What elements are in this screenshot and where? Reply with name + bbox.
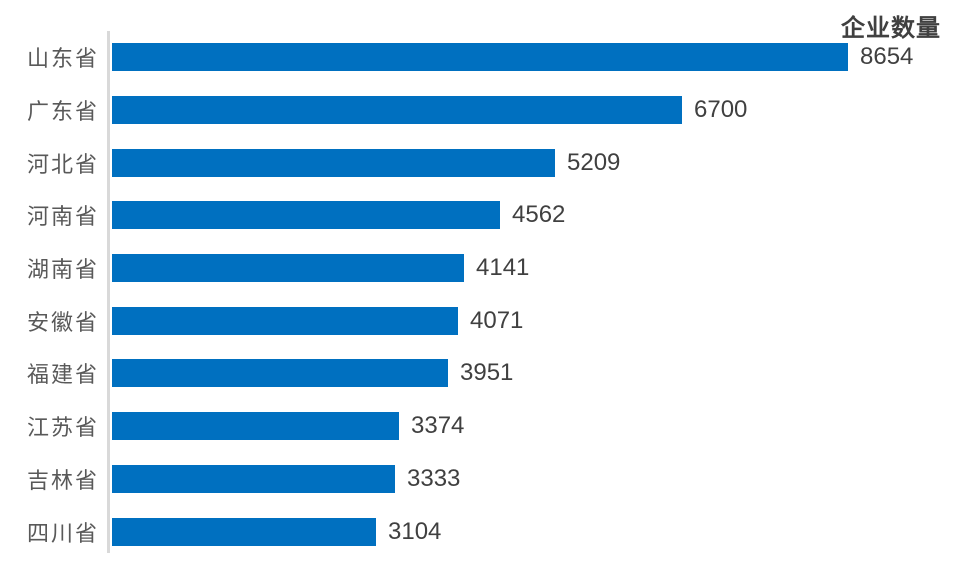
chart-row: 福建省 3951 — [0, 347, 959, 400]
category-label: 河北省 — [26, 151, 99, 177]
bar — [112, 306, 458, 335]
chart-row: 河南省 4562 — [0, 189, 959, 242]
plot-area: 山东省 8654 广东省 6700 河北省 5209 河南省 4562 湖南省 4141 安徽省 40… — [0, 31, 959, 558]
bar — [112, 464, 395, 493]
category-label: 广东省 — [26, 99, 99, 125]
chart-row: 四川省 3104 — [0, 505, 959, 558]
value-label: 4141 — [476, 254, 530, 282]
category-label: 四川省 — [26, 520, 99, 546]
category-label: 河南省 — [26, 204, 99, 230]
y-axis-line — [107, 31, 110, 553]
chart-row: 江苏省 3374 — [0, 400, 959, 453]
value-label: 3951 — [460, 359, 514, 387]
chart-row: 安徽省 4071 — [0, 294, 959, 347]
bar — [112, 201, 500, 230]
chart-row: 吉林省 3333 — [0, 453, 959, 506]
bar — [112, 517, 376, 546]
category-label: 江苏省 — [26, 415, 99, 441]
value-label: 8654 — [860, 43, 914, 71]
value-label: 5209 — [567, 148, 621, 176]
category-label: 山东省 — [26, 46, 99, 72]
chart-row: 山东省 8654 — [0, 31, 959, 84]
chart-row: 湖南省 4141 — [0, 242, 959, 295]
value-label: 6700 — [694, 96, 748, 124]
bar — [112, 359, 448, 388]
chart-row: 广东省 6700 — [0, 84, 959, 137]
category-label: 福建省 — [26, 362, 99, 388]
category-label: 安徽省 — [26, 309, 99, 335]
chart-title: 企业数量 — [841, 15, 941, 42]
category-label: 湖南省 — [26, 257, 99, 283]
value-label: 4562 — [512, 201, 566, 229]
bar — [112, 148, 555, 177]
value-label: 4071 — [470, 306, 524, 334]
category-label: 吉林省 — [26, 467, 99, 493]
chart-row: 河北省 5209 — [0, 136, 959, 189]
value-label: 3104 — [388, 517, 442, 545]
bar — [112, 96, 682, 125]
value-label: 3333 — [407, 464, 461, 492]
bar — [112, 254, 464, 283]
bar — [112, 412, 399, 441]
value-label: 3374 — [411, 412, 465, 440]
bar — [112, 43, 848, 72]
